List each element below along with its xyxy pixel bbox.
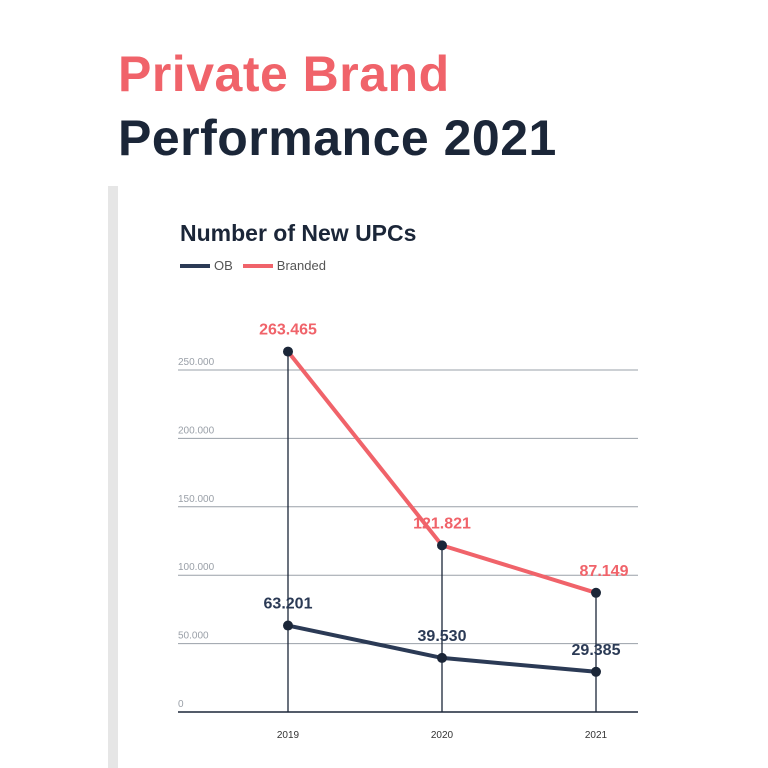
data-label-branded: 121.821 (413, 515, 471, 532)
data-point-branded (437, 540, 447, 551)
y-tick-label: 100.000 (178, 562, 215, 573)
x-tick-label: 2021 (585, 730, 608, 741)
chart-legend: OB Branded (180, 258, 336, 273)
title-line-2: Performance 2021 (118, 110, 557, 166)
data-label-ob: 39.530 (418, 628, 467, 645)
y-tick-label: 250.000 (178, 357, 215, 368)
sidebar-accent-bar (108, 186, 118, 768)
data-label-branded: 87.149 (580, 563, 629, 580)
x-tick-label: 2020 (431, 730, 454, 741)
data-point-branded (283, 346, 293, 357)
legend-item-ob: OB (180, 258, 233, 273)
legend-item-branded: Branded (242, 258, 326, 273)
y-tick-label: 50.000 (178, 631, 209, 642)
data-point-branded (591, 587, 601, 598)
data-label-ob: 63.201 (264, 596, 313, 613)
title-line-1: Private Brand (118, 46, 450, 102)
data-point-ob (437, 652, 447, 663)
data-label-ob: 29.385 (572, 642, 621, 659)
legend-swatch-ob (180, 263, 210, 268)
x-tick-label: 2019 (277, 730, 300, 741)
y-tick-label: 0 (178, 699, 184, 710)
data-label-branded: 263.465 (259, 322, 317, 339)
y-tick-label: 200.000 (178, 425, 215, 436)
data-point-ob (283, 620, 293, 631)
legend-swatch-branded (242, 263, 273, 268)
chart-title: Number of New UPCs (180, 220, 417, 246)
legend-label-branded: Branded (276, 258, 326, 273)
data-point-ob (591, 666, 601, 677)
y-tick-label: 150.000 (178, 494, 215, 505)
legend-label-ob: OB (214, 258, 233, 273)
